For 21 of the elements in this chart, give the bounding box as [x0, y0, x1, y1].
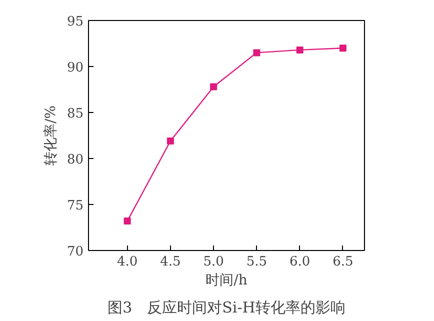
x-tick-label: 6.5: [332, 254, 354, 270]
point: [210, 83, 218, 90]
y-tick-label: 80: [66, 152, 84, 168]
y-tick-label: 95: [66, 14, 84, 30]
point: [253, 49, 260, 56]
y-tick-label: 75: [66, 198, 84, 214]
x-tick-label: 5.5: [246, 254, 268, 270]
x-tick-label: 4.0: [116, 254, 138, 270]
y-tick-label: 90: [66, 60, 84, 76]
point: [339, 44, 346, 52]
caption: 图3 反应时间对Si-H转化率的影响: [108, 298, 346, 316]
x-tick-label: 4.5: [160, 254, 181, 270]
y-tick-label: 70: [66, 244, 84, 260]
point: [124, 218, 131, 225]
point: [166, 138, 174, 145]
y-tick-label: 85: [66, 106, 84, 122]
x-tick-label: 6.0: [289, 254, 310, 270]
x-tick-label: 5.0: [203, 254, 224, 270]
point: [296, 46, 304, 54]
x-axis-title: 时间/h: [206, 272, 248, 288]
y-axis-title: 转化率/%: [42, 105, 59, 166]
